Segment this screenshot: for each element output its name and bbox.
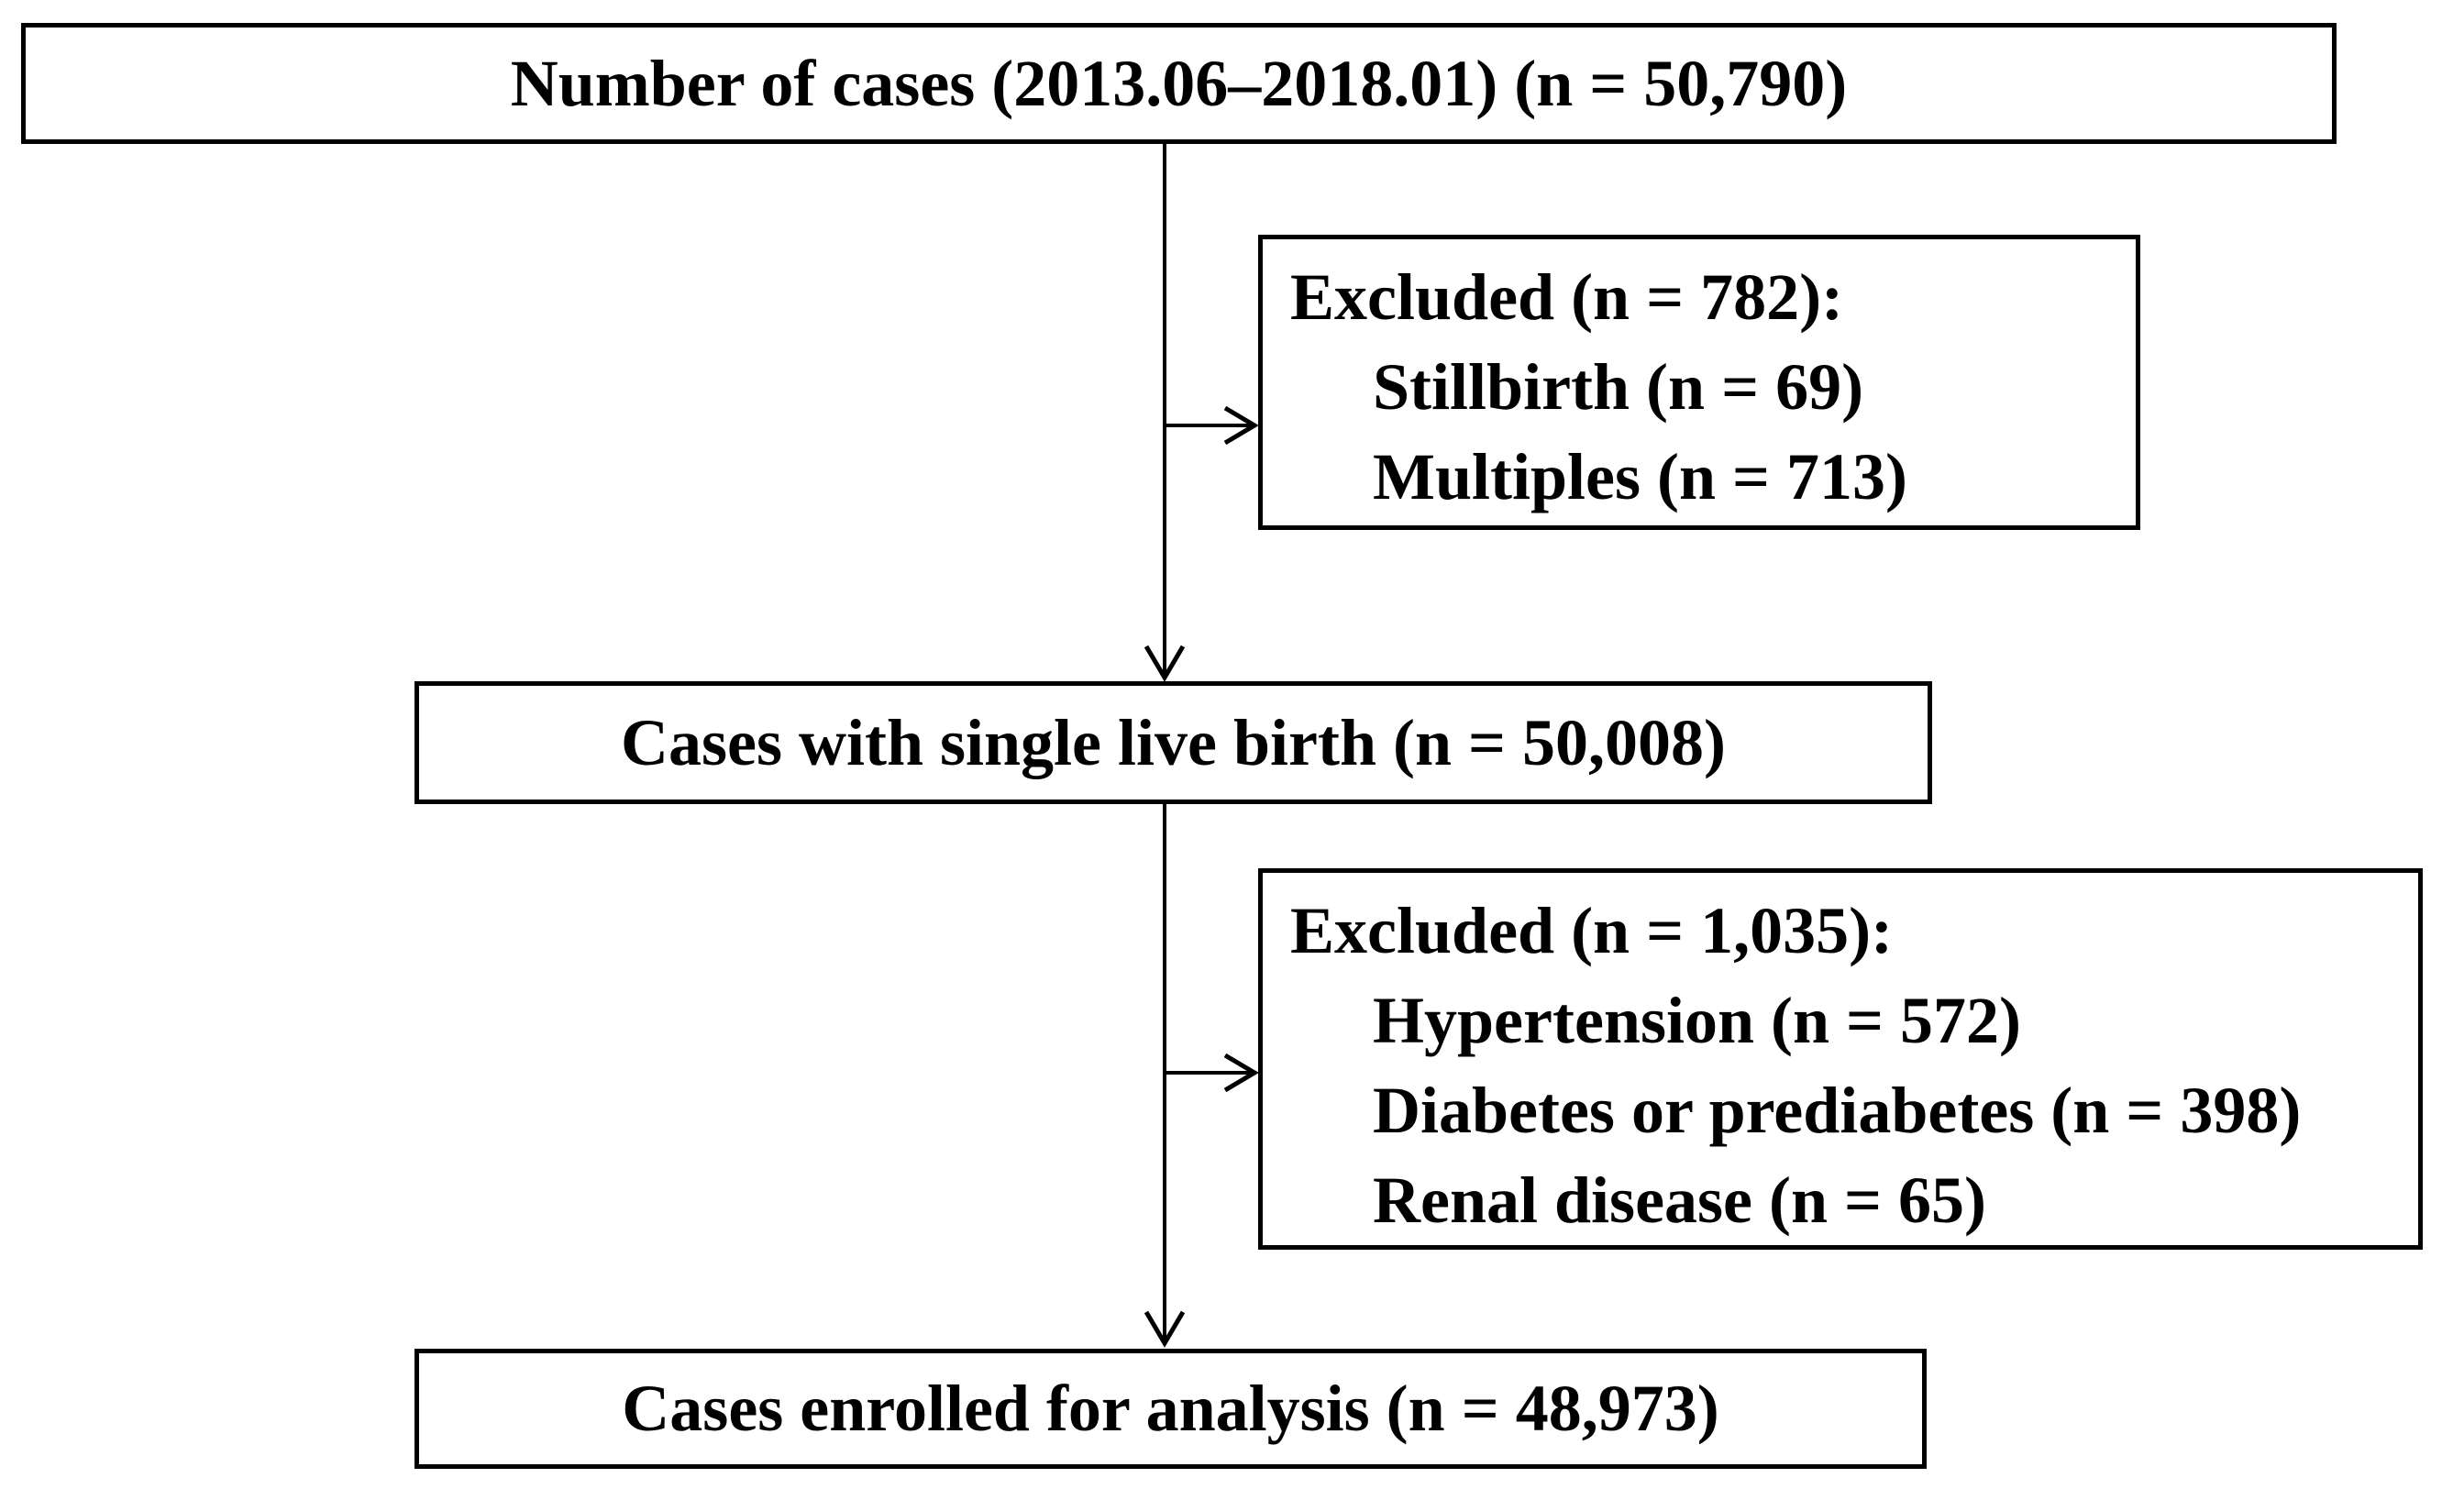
- node-total-cases-label: Number of cases (2013.06–2018.01) (n = 5…: [510, 46, 1848, 120]
- excluded-second-item-diabetes: Diabetes or prediabetes (n = 398): [1373, 1074, 2302, 1147]
- node-excluded-first: Excluded (n = 782): Stillbirth (n = 69) …: [1258, 235, 2140, 530]
- excluded-first-item-multiples: Multiples (n = 713): [1373, 440, 1908, 513]
- node-enrolled-for-analysis: Cases enrolled for analysis (n = 48,973): [414, 1349, 1927, 1469]
- excluded-second-item-hypertension: Hypertension (n = 572): [1373, 984, 2022, 1057]
- excluded-first-item-stillbirth: Stillbirth (n = 69): [1373, 350, 1864, 424]
- excluded-second-item-renal: Renal disease (n = 65): [1373, 1164, 1987, 1237]
- node-total-cases: Number of cases (2013.06–2018.01) (n = 5…: [21, 23, 2337, 144]
- node-excluded-second: Excluded (n = 1,035): Hypertension (n = …: [1258, 868, 2423, 1250]
- right-arrow-icon-2: [1165, 1053, 1259, 1093]
- excluded-first-title: Excluded (n = 782):: [1290, 260, 1844, 334]
- node-single-live-birth-label: Cases with single live birth (n = 50,008…: [620, 705, 1727, 779]
- right-arrow-icon-1: [1165, 405, 1259, 446]
- excluded-second-title: Excluded (n = 1,035):: [1290, 894, 1894, 967]
- node-enrolled-for-analysis-label: Cases enrolled for analysis (n = 48,973): [622, 1372, 1719, 1445]
- down-arrow-icon-1: [1144, 144, 1186, 682]
- node-single-live-birth: Cases with single live birth (n = 50,008…: [414, 681, 1932, 804]
